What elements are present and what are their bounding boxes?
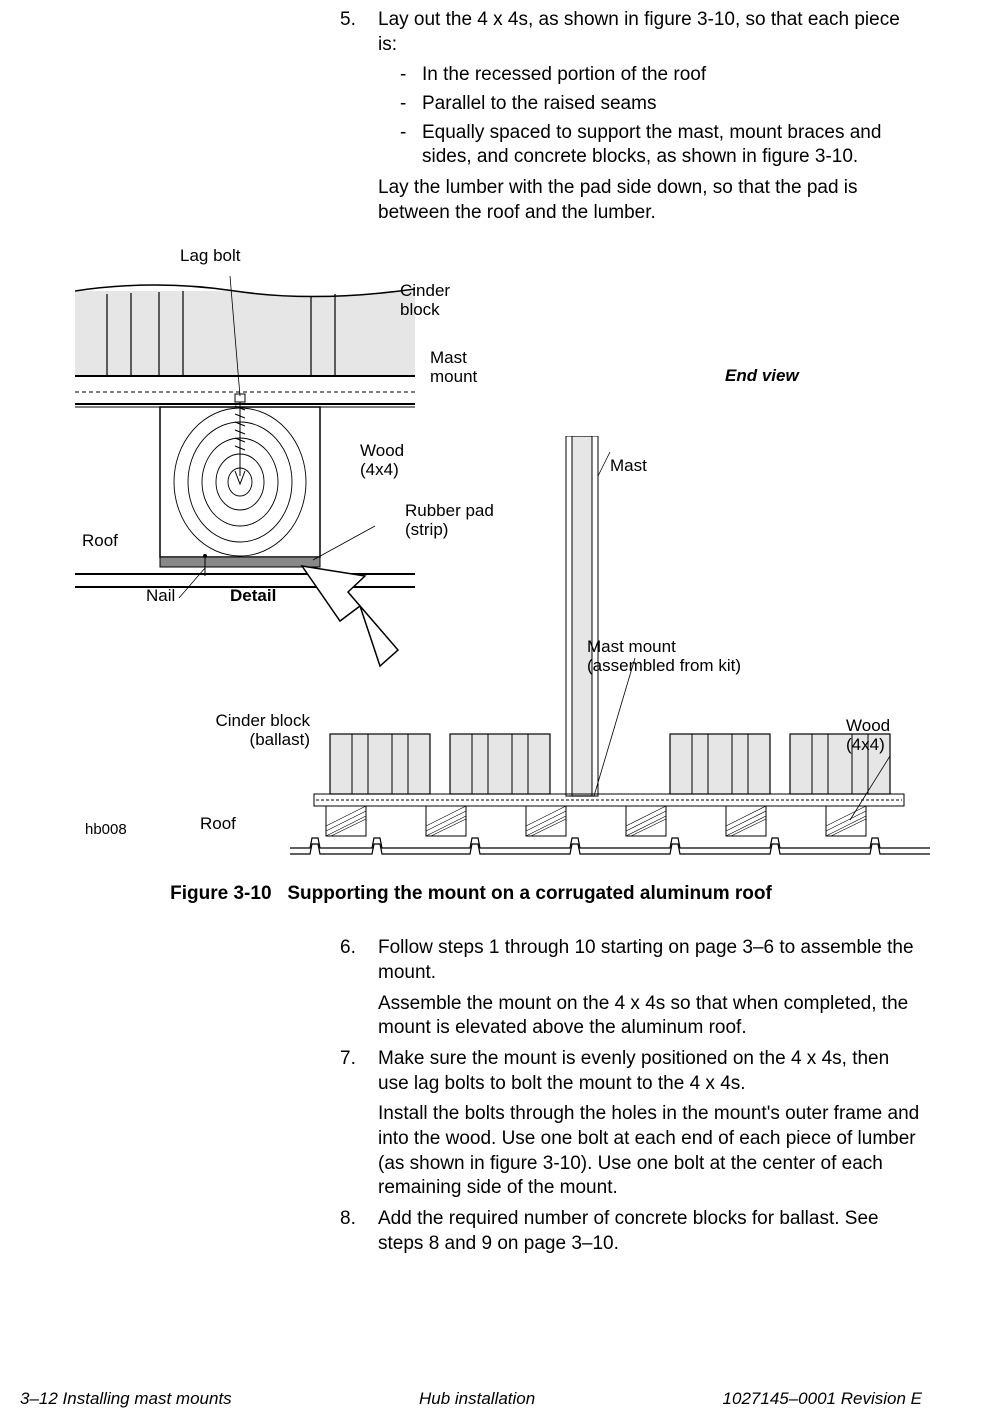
- footer-right: 1027145–0001 Revision E: [723, 1388, 922, 1410]
- label-rubber-pad: Rubber pad (strip): [405, 501, 494, 540]
- label-detail: Detail: [230, 586, 276, 606]
- label-nail: Nail: [146, 586, 175, 606]
- step-bullets: -In the recessed portion of the roof -Pa…: [400, 63, 922, 170]
- label-mast-mount-assembled: Mast mount (assembled from kit): [587, 637, 741, 676]
- step-after: Assemble the mount on the 4 x 4s so that…: [378, 992, 922, 1041]
- step-5: 5. Lay out the 4 x 4s, as shown in figur…: [340, 8, 922, 226]
- step-7: 7. Make sure the mount is evenly positio…: [340, 1047, 922, 1201]
- step-lead: Make sure the mount is evenly positioned…: [378, 1047, 922, 1096]
- figure-caption: Figure 3-10 Supporting the mount on a co…: [20, 882, 922, 907]
- figure-3-10: Lag bolt Cinder block Mast mount End vie…: [60, 246, 940, 866]
- bullet: -Equally spaced to support the mast, mou…: [400, 121, 922, 170]
- figure-code: hb008: [85, 821, 127, 838]
- step-6: 6. Follow steps 1 through 10 starting on…: [340, 936, 922, 1041]
- bullet: -In the recessed portion of the roof: [400, 63, 922, 88]
- label-mast-mount-top: Mast mount: [430, 348, 477, 387]
- step-number: 8.: [340, 1207, 378, 1256]
- step-list-top: 5. Lay out the 4 x 4s, as shown in figur…: [340, 8, 922, 226]
- step-8: 8. Add the required number of concrete b…: [340, 1207, 922, 1256]
- label-wood-right: Wood (4x4): [846, 716, 890, 755]
- label-roof-bottom: Roof: [200, 814, 236, 834]
- step-lead: Lay out the 4 x 4s, as shown in figure 3…: [378, 8, 922, 57]
- label-mast: Mast: [610, 456, 647, 476]
- step-number: 6.: [340, 936, 378, 1041]
- step-number: 7.: [340, 1047, 378, 1201]
- page-footer: 3–12 Installing mast mounts Hub installa…: [20, 1388, 922, 1410]
- step-list-bottom: 6. Follow steps 1 through 10 starting on…: [340, 936, 922, 1256]
- footer-left: 3–12 Installing mast mounts: [20, 1388, 232, 1410]
- label-cinder-block-ballast: Cinder block (ballast): [200, 711, 310, 750]
- step-after: Lay the lumber with the pad side down, s…: [378, 176, 922, 225]
- step-lead: Add the required number of concrete bloc…: [378, 1207, 922, 1256]
- label-lag-bolt: Lag bolt: [180, 246, 241, 266]
- label-cinder-block-top: Cinder block: [400, 281, 450, 320]
- step-lead: Follow steps 1 through 10 starting on pa…: [378, 936, 922, 985]
- label-end-view: End view: [725, 366, 799, 386]
- label-roof-left: Roof: [82, 531, 118, 551]
- footer-center: Hub installation: [419, 1388, 535, 1410]
- label-wood-top: Wood (4x4): [360, 441, 404, 480]
- bullet: -Parallel to the raised seams: [400, 92, 922, 117]
- step-after: Install the bolts through the holes in t…: [378, 1102, 922, 1201]
- step-number: 5.: [340, 8, 378, 226]
